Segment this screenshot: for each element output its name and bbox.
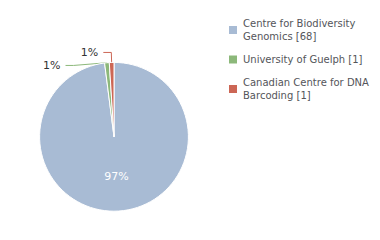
svg-text:Canadian Centre for DNA: Canadian Centre for DNA bbox=[243, 77, 369, 88]
svg-text:1%: 1% bbox=[81, 46, 98, 59]
svg-text:University of Guelph [1]: University of Guelph [1] bbox=[243, 54, 363, 65]
svg-text:Centre for Biodiversity: Centre for Biodiversity bbox=[243, 18, 356, 29]
svg-text:1%: 1% bbox=[43, 59, 60, 72]
svg-text:97%: 97% bbox=[104, 170, 128, 183]
svg-text:Genomics [68]: Genomics [68] bbox=[243, 31, 316, 42]
svg-text:Barcoding [1]: Barcoding [1] bbox=[243, 90, 311, 101]
